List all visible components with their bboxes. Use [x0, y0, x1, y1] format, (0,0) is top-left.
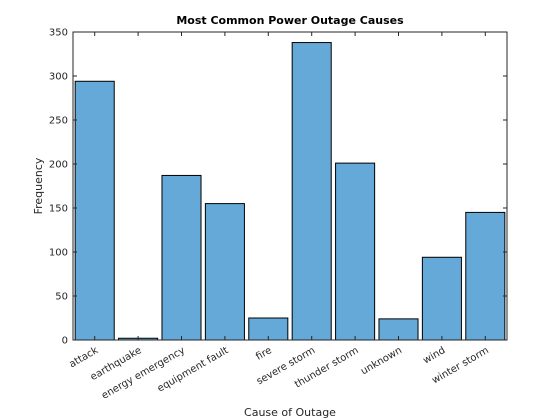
bars-group [74, 42, 506, 341]
y-tick-label: 0 [62, 336, 68, 347]
bar-wind [421, 256, 462, 341]
bar-thunder-storm [335, 162, 376, 341]
bar-winter-storm [465, 211, 506, 341]
bar-severe-storm [291, 42, 332, 341]
chart-title: Most Common Power Outage Causes [176, 14, 404, 27]
y-tick-label: 350 [49, 28, 68, 39]
x-tick-label-wind: wind [421, 345, 447, 366]
y-tick-label: 250 [49, 116, 68, 127]
bar-attack [74, 80, 115, 341]
x-tick-label-fire: fire [254, 345, 274, 363]
bar-energy-emergency [161, 174, 202, 341]
y-tick-label: 200 [49, 160, 68, 171]
x-tick-label-attack: attack [68, 345, 101, 370]
y-axis-label: Frequency [32, 157, 45, 214]
x-tick-label-unknown: unknown [359, 345, 404, 377]
bar-equipment-fault [204, 203, 245, 341]
y-tick-label: 150 [49, 204, 68, 215]
x-axis-label: Cause of Outage [244, 406, 336, 419]
y-tick-label: 50 [55, 292, 68, 303]
y-tick-label: 100 [49, 248, 68, 259]
y-tick-label: 300 [49, 72, 68, 83]
plot-area-frame [72, 31, 508, 341]
y-axis: 0 50 100 150 200 250 300 350 [49, 28, 507, 347]
